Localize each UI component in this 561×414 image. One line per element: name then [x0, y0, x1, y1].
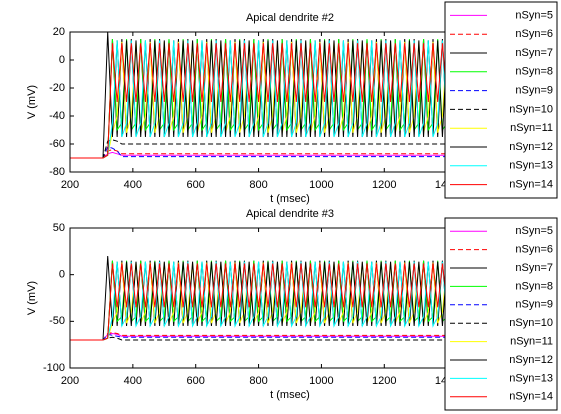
y-tick-label: -60 — [49, 138, 65, 150]
x-axis-label: t (msec) — [270, 389, 310, 401]
y-axis-label: V (mV) — [26, 85, 38, 119]
x-tick-label: 1000 — [309, 179, 333, 191]
legend-label: nSyn=10 — [509, 317, 553, 329]
trace — [70, 336, 448, 341]
x-tick-label: 1200 — [372, 375, 396, 387]
legend-label: nSyn=13 — [509, 160, 553, 172]
y-tick-label: -50 — [49, 315, 65, 327]
y-tick-label: -80 — [49, 166, 65, 178]
legend-label: nSyn=11 — [510, 336, 553, 348]
series-group — [70, 32, 448, 159]
y-axis-label: V (mV) — [26, 281, 38, 315]
trace — [70, 43, 448, 159]
trace — [70, 332, 448, 341]
trace — [70, 332, 448, 341]
axes-title: Apical dendrite #3 — [246, 208, 334, 220]
axes-title: Apical dendrite #2 — [246, 12, 334, 24]
trace — [70, 333, 448, 341]
legend-label: nSyn=14 — [509, 179, 553, 191]
legend-label: nSyn=13 — [509, 372, 553, 384]
legend-label: nSyn=14 — [509, 391, 553, 403]
x-axis-label: t (msec) — [270, 193, 310, 205]
x-tick-label: 1000 — [309, 375, 333, 387]
y-tick-label: 0 — [59, 269, 65, 281]
y-tick-label: -20 — [49, 82, 65, 94]
x-tick-label: 400 — [124, 375, 142, 387]
y-tick-label: -40 — [49, 110, 65, 122]
legend-label: nSyn=7 — [515, 47, 553, 59]
x-tick-label: 200 — [61, 375, 79, 387]
legend-label: nSyn=8 — [515, 280, 553, 292]
legend-label: nSyn=12 — [509, 354, 553, 366]
y-tick-label: -100 — [43, 362, 65, 374]
legend-label: nSyn=5 — [515, 9, 553, 21]
trace — [70, 139, 448, 159]
legend-label: nSyn=10 — [509, 103, 553, 115]
trace — [70, 41, 448, 159]
y-tick-label: 50 — [53, 222, 65, 234]
trace — [70, 149, 448, 159]
series-group — [70, 255, 448, 341]
trace — [70, 151, 448, 159]
trace — [70, 263, 448, 341]
y-tick-label: 0 — [59, 54, 65, 66]
legend-label: nSyn=9 — [515, 299, 553, 311]
trace — [70, 146, 448, 159]
legend-label: nSyn=12 — [509, 141, 553, 153]
x-tick-label: 600 — [187, 179, 205, 191]
x-tick-label: 800 — [249, 375, 267, 387]
legend-label: nSyn=8 — [515, 66, 553, 78]
legend-label: nSyn=5 — [515, 225, 553, 237]
legend-label: nSyn=11 — [510, 122, 553, 134]
x-tick-label: 600 — [187, 375, 205, 387]
trace — [70, 262, 448, 341]
x-tick-label: 200 — [61, 179, 79, 191]
x-tick-label: 800 — [249, 179, 267, 191]
legend-label: nSyn=9 — [515, 85, 553, 97]
x-tick-label: 400 — [124, 179, 142, 191]
legend-label: nSyn=6 — [515, 28, 553, 40]
y-tick-label: 20 — [53, 26, 65, 38]
x-tick-label: 1200 — [372, 179, 396, 191]
legend-label: nSyn=7 — [515, 262, 553, 274]
legend-label: nSyn=6 — [515, 244, 553, 256]
